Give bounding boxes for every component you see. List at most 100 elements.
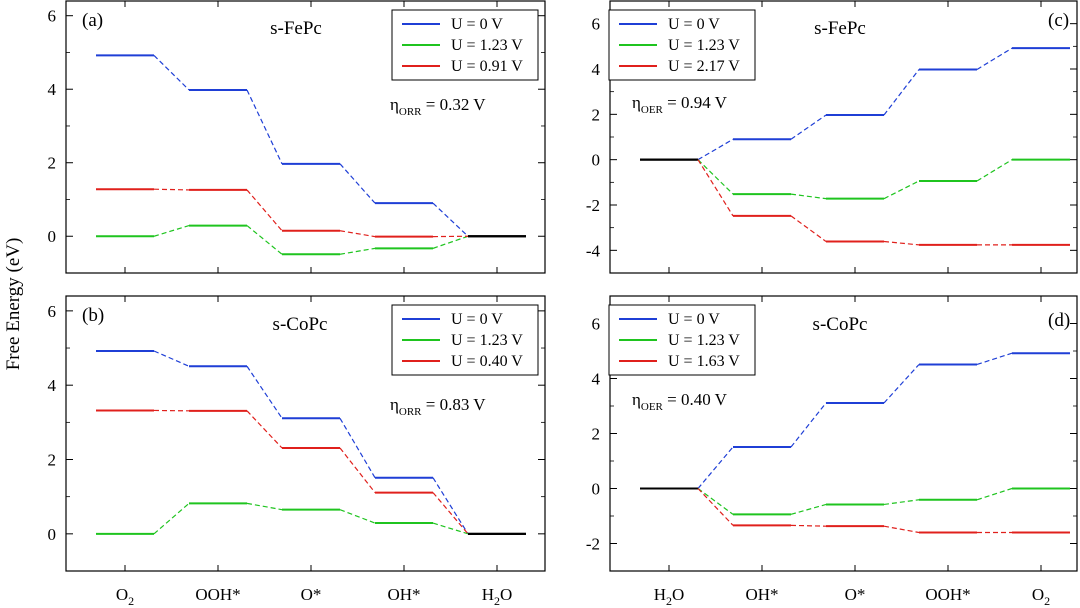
panel-title: s-CoPc (813, 314, 868, 335)
connector (246, 225, 283, 255)
series-blue (96, 54, 526, 238)
x-tick-label-oh: OH* (745, 585, 778, 604)
connector (432, 202, 469, 237)
connector (246, 89, 283, 165)
panel-tag: (b) (82, 305, 104, 326)
connector (432, 492, 469, 535)
y-tick-label: 2 (48, 451, 57, 470)
connector (153, 502, 190, 535)
x-tick-label-o2: O2 (116, 585, 134, 608)
connector (246, 365, 283, 419)
y-tick-label: 0 (592, 480, 601, 499)
connector (339, 163, 376, 204)
connector (976, 352, 1013, 366)
connector (697, 159, 734, 217)
connector (697, 138, 734, 161)
connector (153, 54, 190, 91)
connector (790, 193, 827, 200)
legend-label: U = 0 V (451, 16, 503, 33)
legend-label: U = 1.23 V (451, 37, 523, 54)
series-green (640, 158, 1070, 200)
y-tick-label: 6 (592, 15, 601, 34)
series-red (96, 188, 526, 238)
overpotential-label: ηOER = 0.40 V (632, 390, 728, 413)
legend-label: U = 1.23 V (451, 332, 523, 349)
y-tick-label: 2 (48, 154, 57, 173)
panel-title: s-CoPc (273, 314, 328, 335)
connector (976, 487, 1013, 501)
connector (883, 69, 920, 116)
y-tick-label: 4 (592, 60, 601, 79)
y-tick-label: 4 (48, 80, 57, 99)
panel-b: 0 2 4 6 O2 OOH* O* OH* H2O (b) s-CoPc ηORR = 0.83 V… (48, 295, 546, 608)
legend: U = 0 V U = 1.23 V U = 1.63 V (608, 304, 756, 376)
panel-tag: (c) (1048, 10, 1069, 31)
connector (883, 180, 920, 200)
y-tick-label: -4 (586, 241, 601, 260)
connector (883, 240, 920, 246)
connector (790, 114, 827, 140)
legend: U = 0 V U = 1.23 V U = 0.91 V (391, 9, 539, 81)
legend-label: U = 1.63 V (668, 353, 740, 370)
legend: U = 0 V U = 1.23 V U = 0.40 V (391, 304, 539, 376)
x-tick-label-o2: O2 (1032, 585, 1050, 608)
y-tick-label: 0 (48, 227, 57, 246)
connector (339, 417, 376, 479)
connector (339, 509, 376, 524)
connector (339, 230, 376, 238)
panel-title: s-FePc (270, 18, 322, 39)
y-tick-label: -2 (586, 535, 600, 554)
connector (153, 350, 190, 367)
series-red (96, 409, 526, 535)
connector (790, 215, 827, 242)
y-tick-label: -2 (586, 196, 600, 215)
connector (246, 189, 283, 232)
y-tick-label: 6 (48, 302, 57, 321)
x-tick-label-ooh: OOH* (195, 585, 240, 604)
connector (883, 499, 920, 506)
connector (246, 410, 283, 449)
y-tick-label: 6 (592, 315, 601, 334)
y-tick-label: 4 (592, 370, 601, 389)
legend-label: U = 0.91 V (451, 58, 523, 75)
y-tick-label: 2 (592, 105, 601, 124)
x-tick-label-ooh: OOH* (925, 585, 970, 604)
connector (697, 159, 734, 195)
connector (153, 225, 190, 237)
series-green (96, 224, 526, 256)
panels: 0 2 4 6 (a) s-FePc ηORR = 0.32 V U = 0 V U = 1.2… (48, 0, 1078, 608)
legend-label: U = 0.40 V (451, 353, 523, 370)
connector (790, 503, 827, 515)
connector (790, 524, 827, 527)
series-red (640, 487, 1070, 534)
x-tick-label-o: O* (301, 585, 322, 604)
connector (153, 188, 190, 191)
x-tick-label-h2o: H2O (482, 585, 513, 608)
connector (432, 477, 469, 535)
connector (339, 447, 376, 493)
panel-title: s-FePc (814, 18, 866, 39)
connector (883, 525, 920, 534)
connector (883, 364, 920, 404)
connector (339, 247, 376, 255)
y-tick-label: 0 (48, 525, 57, 544)
x-tick-label-h2o: H2O (654, 585, 685, 608)
plot-frame (65, 0, 546, 274)
connector (432, 235, 469, 249)
panel-a: 0 2 4 6 (a) s-FePc ηORR = 0.32 V U = 0 V U = 1.2… (48, 0, 546, 274)
series-green (640, 487, 1070, 516)
y-tick-label: 0 (592, 151, 601, 170)
legend-label: U = 1.23 V (668, 332, 740, 349)
connector (697, 446, 734, 489)
legend: U = 0 V U = 1.23 V U = 2.17 V (608, 9, 756, 81)
connector (246, 502, 283, 511)
y-tick-label: 2 (592, 425, 601, 444)
overpotential-label: ηORR = 0.83 V (390, 395, 486, 418)
plot-frame (65, 295, 546, 572)
connector (976, 159, 1013, 182)
series-blue (640, 352, 1070, 490)
legend-label: U = 1.23 V (668, 37, 740, 54)
overpotential-label: ηORR = 0.32 V (390, 95, 486, 118)
